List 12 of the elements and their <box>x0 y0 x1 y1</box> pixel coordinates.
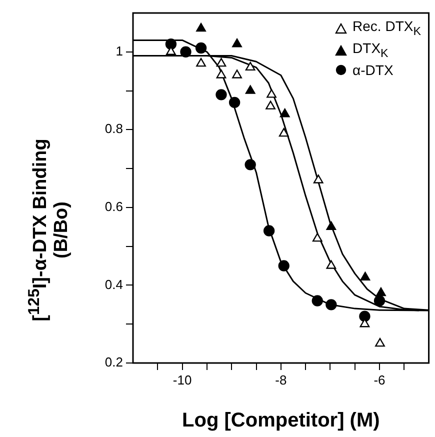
legend-label: Rec. DTX$_{K}$ <box>352 18 421 40</box>
x-tick-label: -10 <box>172 372 192 388</box>
x-tick-label: -6 <box>374 372 386 388</box>
x-axis-title: Log [Competitor] (M) <box>182 410 380 432</box>
x-tick-label: -8 <box>275 372 287 388</box>
y-tick-label: 1 <box>116 43 123 58</box>
y-tick-label: 0.6 <box>104 199 123 214</box>
legend-label: α-DTX <box>352 62 394 79</box>
y-tick-label: 0.4 <box>104 276 123 292</box>
y-tick-label: 0.2 <box>104 354 123 370</box>
legend-label: DTX$_{K}$ <box>352 40 388 62</box>
y-tick-label: 0.8 <box>104 121 123 136</box>
